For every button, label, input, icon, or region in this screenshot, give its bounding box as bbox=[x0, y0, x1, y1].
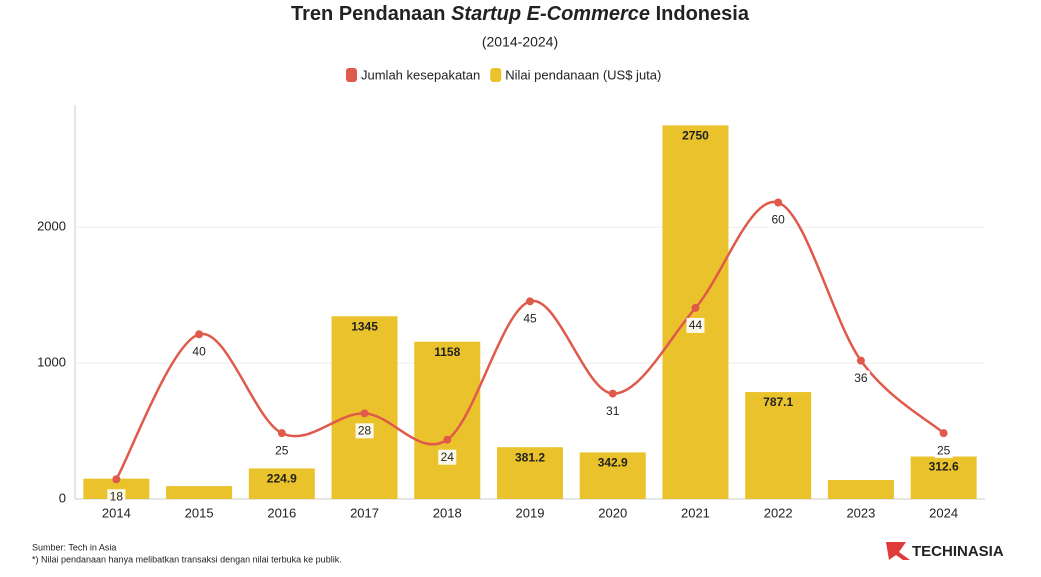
bar-value-label: 787.1 bbox=[763, 395, 793, 409]
line-point bbox=[277, 429, 286, 438]
y-tick-label: 0 bbox=[59, 490, 66, 505]
line-point bbox=[443, 435, 452, 444]
bar bbox=[910, 456, 977, 499]
x-tick-label: 2018 bbox=[433, 505, 462, 520]
line-point bbox=[608, 389, 617, 398]
bar bbox=[579, 452, 646, 499]
line-point bbox=[112, 475, 121, 484]
title-part: Startup E-Commerce bbox=[451, 3, 650, 25]
bar bbox=[166, 486, 233, 499]
bar-value-label: 381.2 bbox=[515, 450, 545, 464]
logo-icon bbox=[886, 542, 910, 560]
x-tick-label: 2019 bbox=[516, 505, 545, 520]
label-bg bbox=[603, 403, 622, 419]
label-bg bbox=[769, 212, 788, 228]
bar bbox=[745, 392, 812, 499]
line-value-label: 45 bbox=[523, 312, 537, 326]
line-value-label: 60 bbox=[772, 213, 786, 227]
legend: Jumlah kesepakatan Nilai pendanaan (US$ j… bbox=[346, 67, 661, 82]
x-tick-label: 2017 bbox=[350, 505, 379, 520]
legend-swatch bbox=[490, 68, 502, 82]
line-value-label: 18 bbox=[110, 489, 124, 503]
x-tick-label: 2014 bbox=[102, 505, 131, 520]
line-point bbox=[774, 198, 783, 207]
line-value-label: 25 bbox=[275, 443, 289, 457]
line bbox=[115, 200, 945, 480]
y-tick-label: 2000 bbox=[37, 219, 66, 234]
label-bg bbox=[190, 344, 209, 360]
legend-swatch bbox=[346, 68, 357, 82]
line-point bbox=[691, 303, 700, 312]
bar-value-label: 2750 bbox=[682, 129, 709, 143]
line-point bbox=[360, 409, 369, 418]
bar bbox=[83, 478, 150, 499]
line-point bbox=[939, 429, 948, 438]
bar bbox=[248, 468, 315, 499]
line-point bbox=[195, 330, 204, 339]
title-part: Indonesia bbox=[656, 3, 750, 25]
bar bbox=[827, 479, 894, 499]
line-value-label: 24 bbox=[441, 450, 455, 464]
title-part: Tren Pendanaan bbox=[291, 3, 446, 25]
label-bg bbox=[355, 423, 374, 439]
bar-value-label: 342.9 bbox=[598, 456, 628, 470]
bar bbox=[414, 341, 481, 499]
y-tick-label: 1000 bbox=[37, 355, 66, 370]
label-bg bbox=[934, 443, 953, 459]
bar bbox=[497, 447, 563, 499]
label-bg bbox=[521, 311, 539, 327]
x-tick-label: 2024 bbox=[929, 505, 958, 520]
bar-value-label: 1158 bbox=[434, 345, 460, 359]
line-value-label: 28 bbox=[358, 424, 372, 438]
x-tick-label: 2021 bbox=[681, 505, 710, 520]
line-value-label: 44 bbox=[689, 318, 703, 332]
bar-value-label: 224.9 bbox=[267, 472, 297, 486]
x-tick-label: 2023 bbox=[846, 505, 875, 520]
line-value-label: 40 bbox=[192, 344, 206, 358]
subtitle: (2014-2024) bbox=[482, 34, 558, 50]
x-tick-label: 2022 bbox=[764, 505, 793, 520]
label-bg bbox=[438, 449, 457, 465]
bar-value-label: 312.6 bbox=[929, 460, 959, 474]
note: *) Nilai pendanaan hanya melibatkan tran… bbox=[32, 554, 342, 564]
x-tick-label: 2016 bbox=[267, 505, 296, 520]
x-tick-label: 2015 bbox=[185, 505, 214, 520]
x-tick-label: 2020 bbox=[598, 505, 627, 520]
label-bg bbox=[851, 370, 870, 386]
label-bg bbox=[107, 489, 126, 505]
logo: TECHINASIA bbox=[912, 543, 1004, 560]
source: Sumber: Tech in Asia bbox=[32, 542, 116, 552]
line-value-label: 31 bbox=[606, 404, 620, 418]
line-value-label: 25 bbox=[937, 443, 951, 457]
legend-label: Jumlah kesepakatan bbox=[361, 67, 480, 82]
bar bbox=[331, 316, 398, 499]
legend-label: Nilai pendanaan (US$ juta) bbox=[505, 67, 661, 82]
line-point bbox=[856, 356, 865, 365]
bar-value-label: 1345 bbox=[351, 319, 378, 333]
label-bg bbox=[272, 443, 291, 459]
bar bbox=[662, 125, 729, 500]
line-value-label: 36 bbox=[854, 371, 868, 385]
line-point bbox=[526, 297, 534, 306]
label-bg bbox=[686, 317, 705, 333]
chart-title: Tren Pendanaan Startup E-Commerce Indone… bbox=[291, 3, 750, 25]
